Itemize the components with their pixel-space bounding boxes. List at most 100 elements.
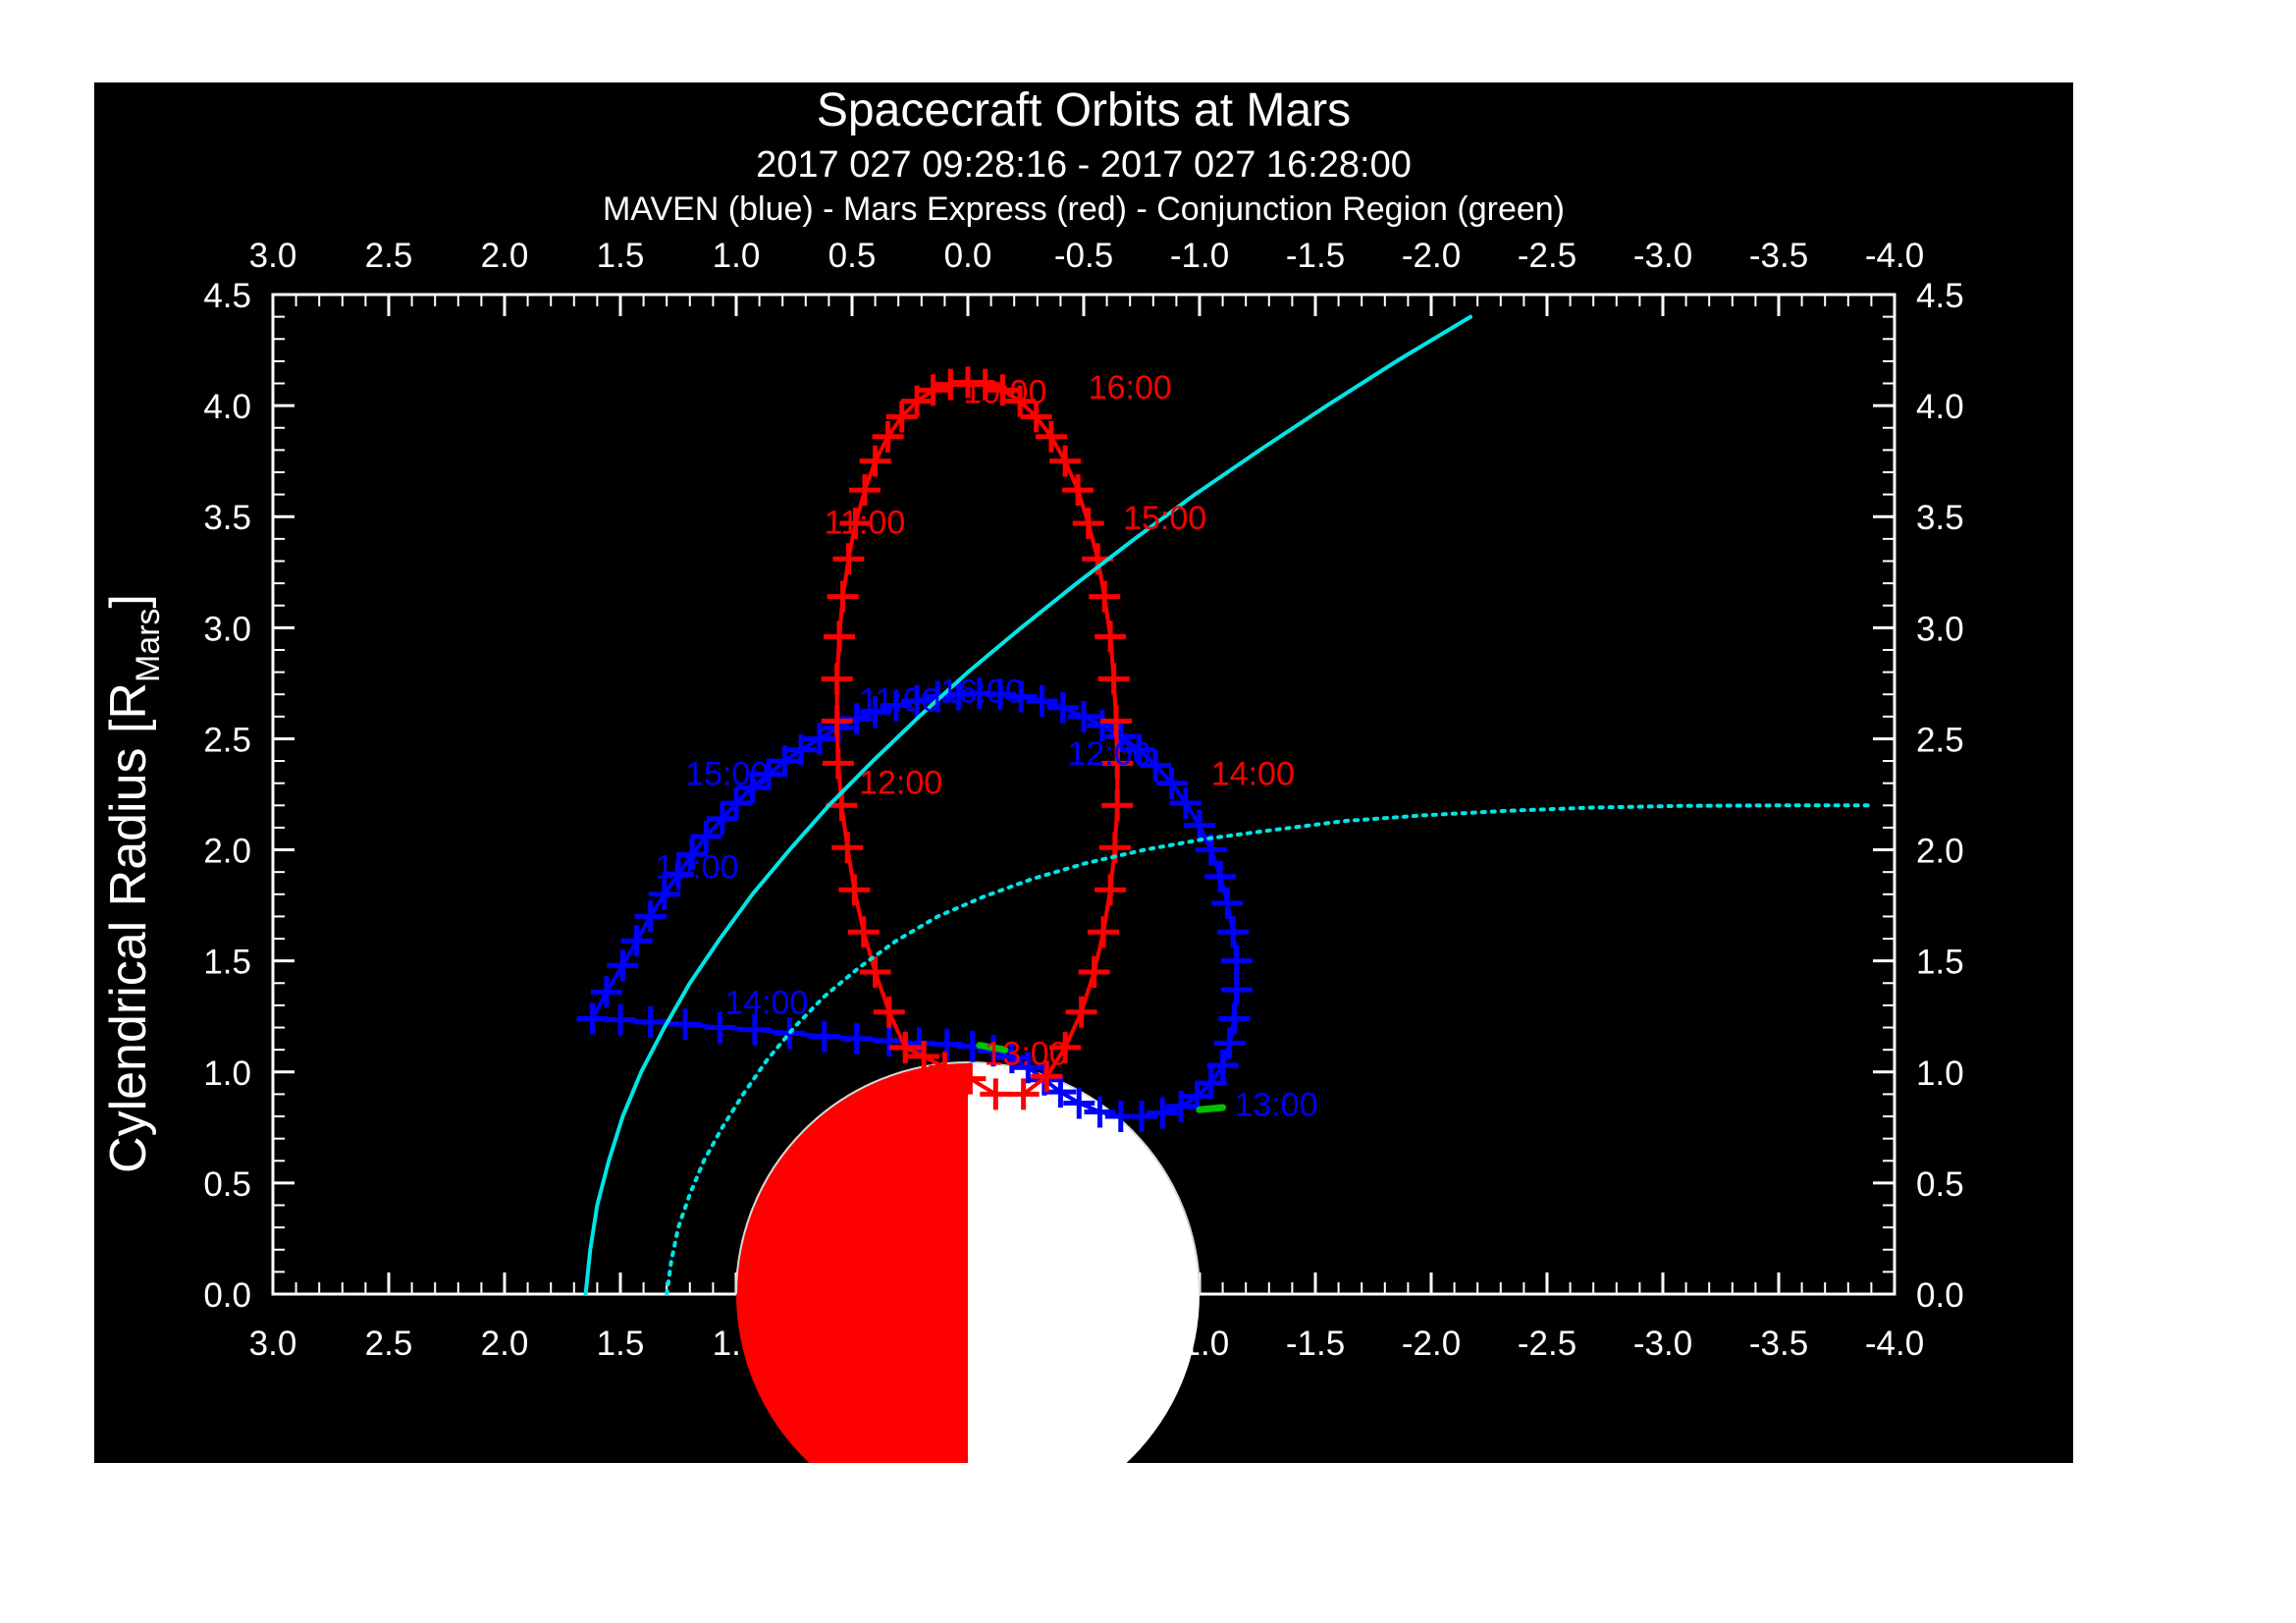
time-marker (1195, 1067, 1227, 1100)
x-tick-label-top: -3.0 (1633, 237, 1692, 275)
mars-nightside (736, 1062, 968, 1463)
time-marker (1213, 1027, 1246, 1059)
time-marker (873, 1025, 905, 1057)
y-tick-label-right: 0.5 (1916, 1165, 1964, 1204)
time-marker (847, 916, 880, 948)
time-marker (1049, 1031, 1082, 1063)
time-marker (838, 874, 871, 906)
time-marker (1084, 1096, 1116, 1128)
time-marker (607, 949, 639, 982)
time-marker (1035, 420, 1067, 453)
svg-text:Cylendrical Radius [RMars]: Cylendrical Radius [RMars] (100, 594, 167, 1173)
time-marker (1104, 1101, 1137, 1133)
time-marker (859, 445, 891, 477)
conjunction-segment (1196, 1104, 1227, 1113)
x-tick-label-top: 1.0 (713, 237, 761, 275)
y-tick-label-right: 2.0 (1916, 833, 1964, 871)
time-marker (704, 1011, 736, 1044)
time-marker (803, 723, 835, 755)
time-marker (1031, 1060, 1063, 1093)
time-marker (1218, 1002, 1251, 1035)
time-marker (839, 508, 872, 540)
time-marker (736, 772, 769, 804)
page-title: Spacecraft Orbits at Mars (817, 84, 1351, 136)
time-marker (1206, 1049, 1239, 1081)
time-marker (634, 900, 667, 933)
x-tick-label-top: 1.5 (597, 237, 645, 275)
x-tick-label-top: -1.0 (1170, 237, 1229, 275)
time-marker (753, 758, 785, 790)
time-label: 13:00 (985, 1035, 1068, 1072)
time-label: 10:00 (963, 373, 1046, 410)
time-marker (827, 580, 859, 613)
time-marker (738, 1013, 771, 1046)
time-marker (889, 1031, 922, 1063)
time-marker (872, 420, 904, 453)
series-mars-express (821, 366, 1134, 1110)
y-tick-label-right: 1.0 (1916, 1055, 1964, 1093)
time-marker (1095, 621, 1127, 653)
x-tick-label-top: 0.0 (944, 237, 992, 275)
time-marker (1004, 385, 1037, 417)
x-tick-label-top: 3.0 (249, 237, 297, 275)
time-marker (1072, 508, 1104, 540)
title-legend-note: MAVEN (blue) - Mars Express (red) - Conj… (603, 190, 1565, 228)
time-marker (721, 787, 752, 820)
y-tick-label-left: 1.0 (203, 1055, 251, 1093)
time-marker (832, 543, 865, 575)
time-marker (1063, 1087, 1095, 1119)
x-tick-label-top: -3.5 (1749, 237, 1808, 275)
x-tick-label-top: -4.0 (1865, 237, 1924, 275)
time-marker (605, 1003, 636, 1036)
y-tick-label-right: 2.5 (1916, 721, 1964, 759)
time-marker (1220, 974, 1253, 1006)
time-marker (821, 663, 853, 695)
time-marker (1020, 401, 1052, 433)
time-marker (1012, 1052, 1044, 1084)
time-marker (648, 878, 680, 910)
y-tick-label-left: 0.0 (203, 1276, 251, 1315)
time-marker (859, 696, 891, 729)
time-label: 15:00 (1123, 500, 1206, 537)
x-tick-label-bottom: -2.5 (1518, 1325, 1576, 1363)
time-marker (885, 401, 918, 433)
time-label: 15:00 (685, 755, 769, 792)
title-timerange: 2017 027 09:28:16 - 2017 027 16:28:00 (756, 144, 1412, 186)
x-tick-label-bottom: -4.0 (1865, 1325, 1924, 1363)
time-marker (1217, 916, 1250, 948)
x-tick-label-bottom: -3.5 (1749, 1325, 1808, 1363)
time-marker (1181, 1080, 1213, 1112)
time-marker (1104, 721, 1137, 753)
y-tick-label-right: 3.5 (1916, 499, 1964, 537)
y-tick-label-left: 0.5 (203, 1165, 251, 1204)
time-marker (995, 1042, 1028, 1074)
x-tick-label-bottom: 2.5 (365, 1325, 413, 1363)
time-marker (1062, 474, 1095, 507)
time-marker (1101, 789, 1134, 822)
time-marker (1165, 1090, 1198, 1122)
y-tick-label-right: 0.0 (1916, 1276, 1964, 1315)
time-marker (917, 374, 949, 406)
time-label: 13:00 (1234, 1086, 1317, 1123)
time-marker (859, 955, 891, 988)
time-marker (634, 1005, 667, 1038)
x-tick-label-bottom: 2.0 (481, 1325, 529, 1363)
x-tick-label-top: 0.5 (828, 237, 877, 275)
time-marker (785, 733, 818, 766)
y-tick-label-left: 4.5 (203, 277, 251, 315)
time-marker (808, 1020, 840, 1053)
x-tick-label-bottom: -3.0 (1633, 1325, 1692, 1363)
time-marker (1026, 684, 1058, 717)
x-tick-label-bottom: 1.5 (597, 1325, 645, 1363)
time-marker (1220, 945, 1253, 977)
time-marker (848, 474, 881, 507)
time-marker (822, 747, 854, 780)
time-marker (1184, 809, 1215, 841)
series-conjunction-region (976, 1042, 1227, 1113)
time-marker (980, 1078, 1012, 1110)
series-magnetic-pileup-boundary (665, 803, 1874, 1296)
time-label: 12:00 (859, 764, 942, 801)
time-marker (1078, 955, 1110, 988)
